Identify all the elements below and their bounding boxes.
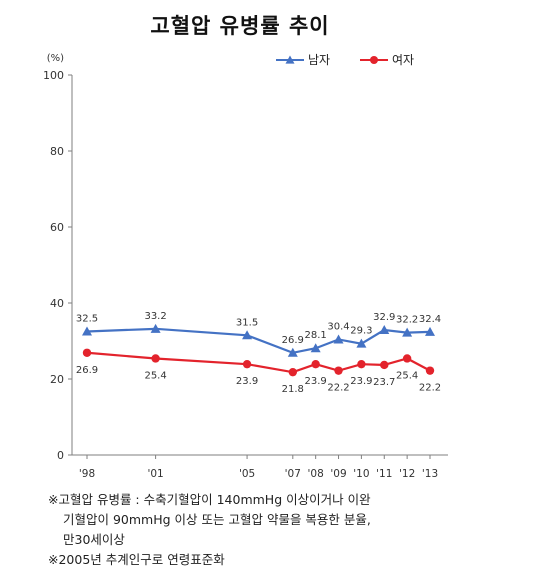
data-point (402, 327, 413, 337)
data-point (151, 354, 160, 363)
series-line (86, 327, 431, 354)
chart-title: 고혈압 유병률 추이 (150, 14, 330, 38)
x-tick-label: '05 (239, 468, 255, 480)
data-point (402, 354, 412, 363)
legend-label: 남자 (308, 53, 330, 67)
data-label: 32.2 (396, 315, 418, 326)
data-point (357, 359, 366, 369)
data-label: 25.4 (396, 370, 418, 381)
x-tick-label: '07 (285, 468, 301, 480)
line-chart: (%) 0 20 40 60 80 100 '98 '01 '05 '07 '08 '09 '10 '11 '… (43, 53, 448, 480)
series-male: 32.5 33.2 31.5 26.9 28.130.4 29.332.9 32.2 32.4 (76, 311, 441, 357)
series-line (86, 351, 431, 374)
legend: 남자 여자 (276, 53, 414, 67)
series-female: 26.925.423.921.823.922.223.9 23.725.422.2 (76, 348, 441, 395)
data-label: 30.4 (327, 321, 349, 332)
legend-marker (285, 55, 295, 64)
x-tick-label: '01 (147, 468, 163, 480)
y-tick-label: 40 (50, 297, 64, 310)
unit-label: (%) (47, 53, 64, 64)
data-label: 21.8 (282, 384, 304, 395)
data-point (425, 326, 435, 336)
data-label: 23.9 (305, 376, 327, 387)
data-label: 31.5 (236, 317, 258, 328)
data-label: 25.4 (144, 370, 166, 381)
data-point (242, 359, 252, 369)
legend-item-male: 남자 (276, 53, 330, 67)
legend-marker (370, 56, 378, 64)
y-tick-label: 20 (50, 373, 64, 386)
y-tick-label: 100 (43, 69, 64, 82)
data-point (379, 324, 390, 334)
axes: (%) 0 20 40 60 80 100 '98 '01 '05 '07 '08 '09 '10 '11 '… (43, 53, 448, 480)
data-point (380, 360, 389, 370)
data-label: 33.2 (144, 311, 166, 322)
data-label: 29.3 (350, 326, 372, 337)
y-tick-label: 0 (57, 449, 64, 462)
x-tick-label: '98 (79, 468, 95, 480)
footnote-age: 만30세이상 (63, 532, 125, 547)
footnotes: ※고혈압 유병률 : 수축기혈압이 140mmHg 이상이거나 이완 기혈압이 … (48, 490, 538, 570)
data-point (242, 330, 253, 340)
data-point (425, 366, 435, 375)
data-point (356, 338, 367, 348)
footnote-definition: ※고혈압 유병률 : 수축기혈압이 140mmHg 이상이거나 이완 (48, 492, 371, 507)
footnote-standardization: ※2005년 추계인구로 연령표준화 (48, 552, 225, 567)
x-tick-label: '10 (353, 468, 369, 480)
data-point (287, 347, 298, 357)
data-point (288, 367, 297, 377)
data-label: 26.9 (76, 365, 98, 376)
data-point (334, 366, 343, 375)
data-label: 23.9 (236, 376, 258, 387)
data-point (150, 323, 161, 333)
data-label: 26.9 (282, 335, 304, 346)
data-label: 23.7 (373, 377, 395, 388)
x-tick-label: '08 (308, 468, 324, 480)
x-tick-label: '12 (399, 468, 415, 480)
data-point (310, 343, 321, 353)
x-tick-label: '13 (422, 468, 438, 480)
data-point (82, 326, 92, 336)
data-point (311, 359, 320, 369)
x-tick-label: '09 (330, 468, 346, 480)
data-point (333, 334, 344, 344)
data-label: 28.1 (305, 330, 327, 341)
legend-label: 여자 (392, 53, 414, 67)
y-tick-label: 60 (50, 221, 64, 234)
data-label: 22.2 (327, 383, 349, 394)
data-point (82, 348, 92, 357)
data-label: 22.2 (419, 383, 441, 394)
data-label: 32.9 (373, 312, 395, 323)
y-tick-label: 80 (50, 145, 64, 158)
data-label: 32.5 (76, 314, 98, 325)
x-tick-label: '11 (376, 468, 392, 480)
series-layer: 32.5 33.231.526.9 28.130.4 29.332.9 32.2 32.4… (76, 311, 441, 395)
legend-item-female: 여자 (360, 53, 414, 67)
footnote-definition-cont: 기혈압이 90mmHg 이상 또는 고혈압 약물을 복용한 분율, (63, 512, 371, 527)
data-label: 32.4 (419, 314, 441, 325)
data-label: 23.9 (350, 376, 372, 387)
